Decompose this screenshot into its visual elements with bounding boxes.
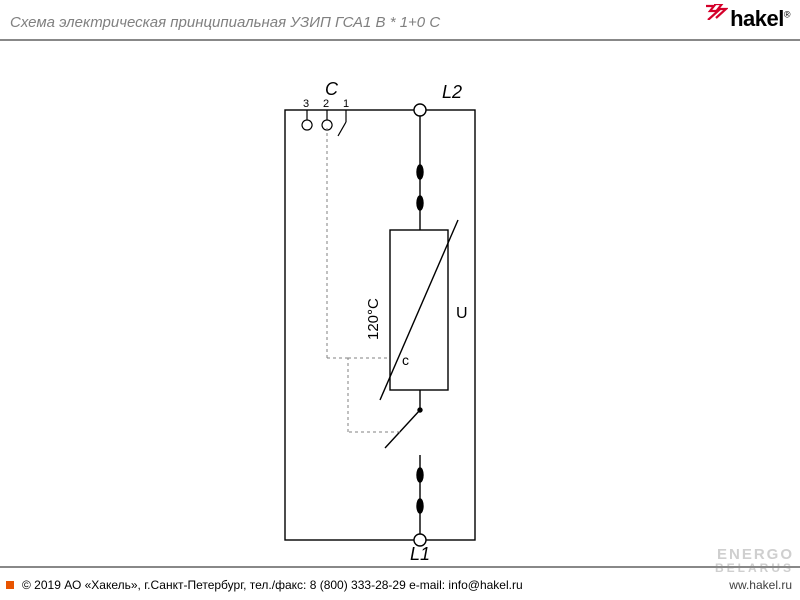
varistor-slash xyxy=(380,220,458,400)
copyright-text: © 2019 АО «Хакель», г.Санкт-Петербург, т… xyxy=(22,578,523,592)
fuse-top-dot1 xyxy=(417,165,423,179)
label-c: C xyxy=(325,79,339,99)
footer-divider xyxy=(0,566,800,568)
switch-pivot xyxy=(418,408,422,412)
logo-text: hakel xyxy=(730,6,784,31)
logo-lightning-icon xyxy=(704,0,728,16)
fuse-top-dot2 xyxy=(417,196,423,210)
label-temp: 120°С xyxy=(365,298,382,340)
terminal-l2 xyxy=(414,104,426,116)
fuse-bot-dot1 xyxy=(417,468,423,482)
header-divider xyxy=(0,39,800,41)
fuse-bot-dot2 xyxy=(417,499,423,513)
term-3-icon xyxy=(302,110,312,130)
footer-bullet-icon xyxy=(6,581,14,589)
label-u: U xyxy=(456,305,468,322)
circuit-diagram: C L2 L1 3 2 1 U с xyxy=(0,60,800,560)
footer-site: ww.hakel.ru xyxy=(729,578,792,592)
term-1-switch xyxy=(338,122,346,136)
logo-reg: ® xyxy=(784,10,790,20)
brand-logo: hakel® xyxy=(704,6,790,32)
page-title: Схема электрическая принципиальная УЗИП … xyxy=(10,14,440,31)
label-t2: 2 xyxy=(323,98,329,110)
term-2-icon xyxy=(322,110,332,130)
label-l2: L2 xyxy=(442,82,462,102)
label-t3: 3 xyxy=(303,98,309,110)
terminal-l1 xyxy=(414,534,426,546)
switch-blade xyxy=(385,410,420,448)
label-t1: 1 xyxy=(343,98,349,110)
label-c-small: с xyxy=(402,352,409,368)
